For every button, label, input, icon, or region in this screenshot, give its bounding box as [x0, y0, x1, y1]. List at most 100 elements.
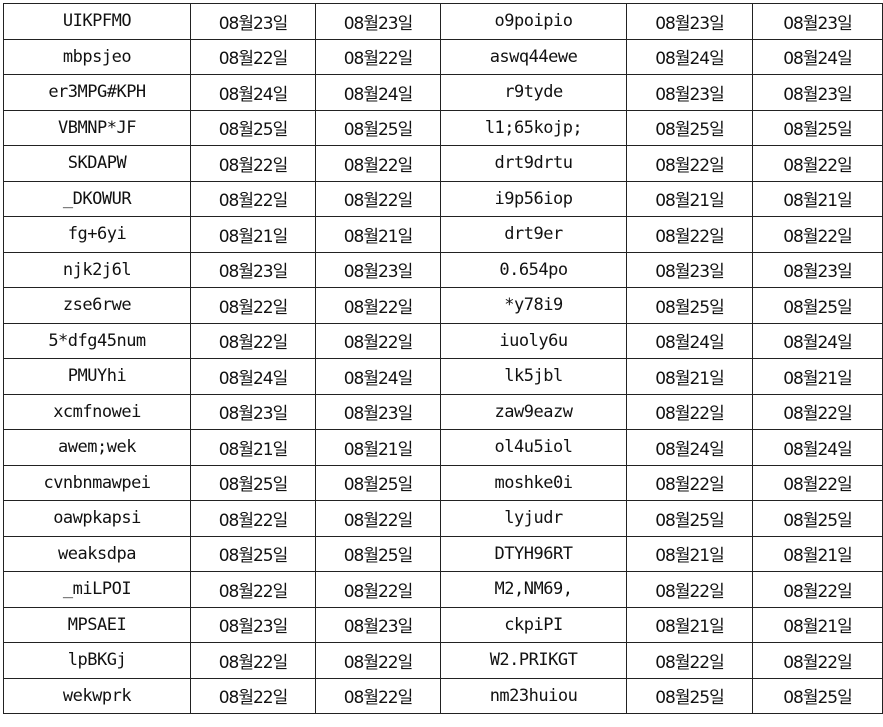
code-cell[interactable]: lpBKGj	[3, 642, 191, 679]
code-cell[interactable]: 0.654po	[440, 251, 627, 288]
code-cell[interactable]: o9poipio	[440, 3, 627, 40]
date-cell[interactable]: 08월24일	[190, 358, 316, 395]
code-cell[interactable]: VBMNP*JF	[3, 109, 191, 146]
code-cell[interactable]: _miLPOI	[3, 571, 191, 608]
date-cell[interactable]: 08월21일	[315, 216, 441, 253]
code-cell[interactable]: r9tyde	[440, 74, 627, 111]
date-cell[interactable]: 08월22일	[315, 677, 441, 714]
date-cell[interactable]: 08월22일	[190, 677, 316, 714]
date-cell[interactable]: 08월25일	[190, 535, 316, 572]
code-cell[interactable]: oawpkapsi	[3, 500, 191, 537]
date-cell[interactable]: 08월25일	[315, 535, 441, 572]
date-cell[interactable]: 08월25일	[626, 500, 753, 537]
code-cell[interactable]: *y78i9	[440, 287, 627, 324]
date-cell[interactable]: 08월23일	[752, 74, 883, 111]
date-cell[interactable]: 08월23일	[752, 3, 883, 40]
date-cell[interactable]: 08월21일	[752, 535, 883, 572]
date-cell[interactable]: 08월24일	[752, 429, 883, 466]
date-cell[interactable]: 08월21일	[190, 429, 316, 466]
code-cell[interactable]: mbpsjeo	[3, 38, 191, 75]
date-cell[interactable]: 08월22일	[315, 571, 441, 608]
date-cell[interactable]: 08월22일	[190, 571, 316, 608]
date-cell[interactable]: 08월23일	[190, 3, 316, 40]
date-cell[interactable]: 08월25일	[626, 677, 753, 714]
code-cell[interactable]: M2,NM69,	[440, 571, 627, 608]
date-cell[interactable]: 08월23일	[315, 3, 441, 40]
date-cell[interactable]: 08월22일	[315, 642, 441, 679]
date-cell[interactable]: 08월21일	[190, 216, 316, 253]
code-cell[interactable]: fg+6yi	[3, 216, 191, 253]
date-cell[interactable]: 08월21일	[752, 358, 883, 395]
code-cell[interactable]: drt9er	[440, 216, 627, 253]
date-cell[interactable]: 08월23일	[315, 606, 441, 643]
code-cell[interactable]: W2.PRIKGT	[440, 642, 627, 679]
date-cell[interactable]: 08월24일	[752, 322, 883, 359]
date-cell[interactable]: 08월21일	[315, 429, 441, 466]
date-cell[interactable]: 08월22일	[315, 38, 441, 75]
code-cell[interactable]: wekwprk	[3, 677, 191, 714]
date-cell[interactable]: 08월23일	[626, 251, 753, 288]
date-cell[interactable]: 08월24일	[626, 38, 753, 75]
date-cell[interactable]: 08월22일	[626, 571, 753, 608]
code-cell[interactable]: drt9drtu	[440, 145, 627, 182]
date-cell[interactable]: 08월21일	[626, 180, 753, 217]
date-cell[interactable]: 08월21일	[626, 358, 753, 395]
code-cell[interactable]: PMUYhi	[3, 358, 191, 395]
code-cell[interactable]: weaksdpa	[3, 535, 191, 572]
date-cell[interactable]: 08월22일	[752, 393, 883, 430]
code-cell[interactable]: ckpiPI	[440, 606, 627, 643]
date-cell[interactable]: 08월25일	[752, 109, 883, 146]
code-cell[interactable]: iuoly6u	[440, 322, 627, 359]
code-cell[interactable]: lk5jbl	[440, 358, 627, 395]
date-cell[interactable]: 08월22일	[752, 642, 883, 679]
date-cell[interactable]: 08월22일	[626, 145, 753, 182]
date-cell[interactable]: 08월24일	[315, 74, 441, 111]
code-cell[interactable]: l1;65kojp;	[440, 109, 627, 146]
date-cell[interactable]: 08월22일	[626, 642, 753, 679]
date-cell[interactable]: 08월22일	[190, 145, 316, 182]
date-cell[interactable]: 08월21일	[626, 535, 753, 572]
code-cell[interactable]: zse6rwe	[3, 287, 191, 324]
date-cell[interactable]: 08월22일	[190, 322, 316, 359]
date-cell[interactable]: 08월23일	[190, 251, 316, 288]
code-cell[interactable]: njk2j6l	[3, 251, 191, 288]
code-cell[interactable]: ol4u5iol	[440, 429, 627, 466]
date-cell[interactable]: 08월22일	[315, 322, 441, 359]
date-cell[interactable]: 08월25일	[626, 287, 753, 324]
date-cell[interactable]: 08월22일	[626, 464, 753, 501]
date-cell[interactable]: 08월22일	[752, 464, 883, 501]
date-cell[interactable]: 08월23일	[626, 74, 753, 111]
code-cell[interactable]: lyjudr	[440, 500, 627, 537]
date-cell[interactable]: 08월24일	[315, 358, 441, 395]
date-cell[interactable]: 08월24일	[190, 74, 316, 111]
date-cell[interactable]: 08월22일	[190, 38, 316, 75]
code-cell[interactable]: awem;wek	[3, 429, 191, 466]
date-cell[interactable]: 08월22일	[752, 145, 883, 182]
date-cell[interactable]: 08월22일	[190, 287, 316, 324]
date-cell[interactable]: 08월25일	[315, 464, 441, 501]
date-cell[interactable]: 08월25일	[315, 109, 441, 146]
code-cell[interactable]: cvnbnmawpei	[3, 464, 191, 501]
code-cell[interactable]: nm23huiou	[440, 677, 627, 714]
date-cell[interactable]: 08월25일	[190, 109, 316, 146]
date-cell[interactable]: 08월25일	[752, 677, 883, 714]
date-cell[interactable]: 08월22일	[315, 500, 441, 537]
date-cell[interactable]: 08월22일	[626, 393, 753, 430]
code-cell[interactable]: xcmfnowei	[3, 393, 191, 430]
code-cell[interactable]: _DKOWUR	[3, 180, 191, 217]
code-cell[interactable]: UIKPFMO	[3, 3, 191, 40]
code-cell[interactable]: er3MPG#KPH	[3, 74, 191, 111]
date-cell[interactable]: 08월25일	[626, 109, 753, 146]
date-cell[interactable]: 08월22일	[190, 500, 316, 537]
date-cell[interactable]: 08월22일	[315, 287, 441, 324]
date-cell[interactable]: 08월25일	[752, 287, 883, 324]
date-cell[interactable]: 08월24일	[752, 38, 883, 75]
code-cell[interactable]: MPSAEI	[3, 606, 191, 643]
date-cell[interactable]: 08월24일	[626, 429, 753, 466]
date-cell[interactable]: 08월21일	[626, 606, 753, 643]
date-cell[interactable]: 08월23일	[626, 3, 753, 40]
date-cell[interactable]: 08월23일	[315, 251, 441, 288]
date-cell[interactable]: 08월24일	[626, 322, 753, 359]
date-cell[interactable]: 08월22일	[315, 180, 441, 217]
code-cell[interactable]: aswq44ewe	[440, 38, 627, 75]
